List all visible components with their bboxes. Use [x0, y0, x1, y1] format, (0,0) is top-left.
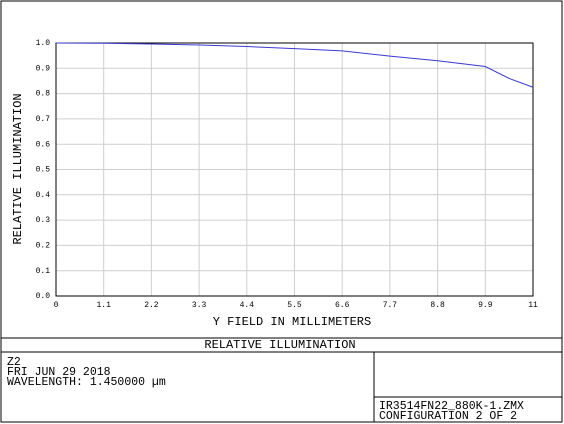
y-tick-label: 0.6: [36, 140, 51, 149]
x-axis-label: Y FIELD IN MILLIMETERS: [213, 315, 371, 329]
y-tick-label: 0.0: [36, 292, 51, 301]
x-tick-label: 2.2: [144, 301, 159, 310]
info-line: FRI JUN 29 2018: [7, 366, 111, 379]
y-tick-label: 0.3: [36, 216, 51, 225]
y-tick-label: 0.1: [36, 267, 51, 276]
x-tick-label: 11: [528, 301, 538, 310]
y-tick-label: 0.4: [36, 191, 51, 200]
y-tick-label: 1.0: [36, 39, 51, 48]
y-tick-label: 0.9: [36, 64, 51, 73]
file-name: IR3514FN22_880K-1.ZMX: [379, 400, 524, 413]
footer-title: RELATIVE ILLUMINATION: [204, 338, 355, 352]
y-tick-label: 0.2: [36, 242, 51, 251]
plot-border: [55, 42, 534, 297]
info-line: WAVELENGTH: 1.450000 µm: [7, 376, 166, 389]
y-tick-label: 0.5: [36, 166, 51, 175]
x-tick-label: 6.6: [335, 301, 350, 310]
x-tick-label: 4.4: [240, 301, 255, 310]
configuration: CONFIGURATION 2 OF 2: [379, 410, 517, 423]
x-tick-label: 8.8: [430, 301, 445, 310]
y-tick-label: 0.8: [36, 90, 51, 99]
x-tick-label: 7.7: [383, 301, 398, 310]
info-line: Z2: [7, 356, 21, 369]
data-line: [55, 42, 534, 88]
x-tick-label: 1.1: [96, 301, 111, 310]
x-tick-label: 3.3: [192, 301, 207, 310]
x-tick-label: 5.5: [287, 301, 302, 310]
x-tick-label: 0: [54, 301, 59, 310]
y-tick-label: 0.7: [36, 115, 51, 124]
y-axis-label: RELATIVE ILLUMINATION: [11, 93, 25, 244]
x-tick-label: 9.9: [478, 301, 493, 310]
